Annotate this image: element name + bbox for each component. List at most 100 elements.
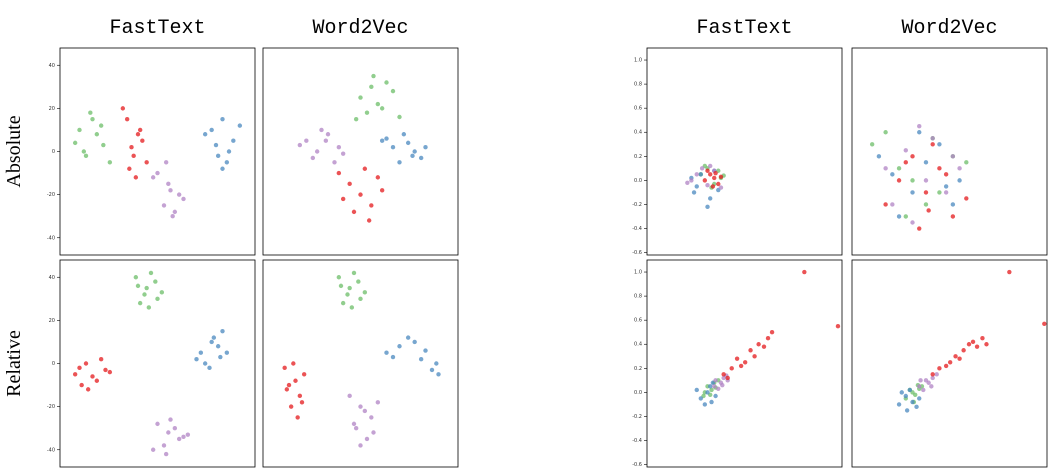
scatter-point: [397, 344, 402, 349]
scatter-point: [351, 421, 357, 427]
panel: -0.6 -0.4 -0.2 0.0 0.2 0.4 0.6 0.8 1.0: [632, 47, 843, 256]
scatter-point: [980, 336, 985, 341]
y-tick-label: 40: [49, 63, 55, 69]
scatter-point: [170, 213, 175, 219]
y-tick-label: -0.6: [632, 462, 642, 468]
scatter-point: [358, 192, 363, 197]
scatter-point: [163, 451, 169, 457]
scatter-point: [689, 178, 694, 183]
y-tick-label: 0.8: [634, 82, 642, 88]
scatter-point: [738, 363, 744, 369]
scatter-point: [226, 149, 232, 154]
scatter-point: [347, 181, 352, 187]
panel-title: Word2Vec: [901, 17, 997, 40]
scatter-point: [418, 155, 424, 161]
scatter-point: [336, 275, 342, 280]
scatter-point: [146, 305, 152, 310]
scatter-point: [159, 290, 165, 295]
scatter-point: [921, 387, 926, 393]
scatter-point: [412, 149, 417, 154]
scatter-point: [224, 160, 230, 165]
scatter-point: [362, 408, 368, 414]
scatter-point: [943, 184, 949, 189]
scatter-point: [390, 88, 396, 94]
scatter-point: [107, 160, 113, 165]
scatter-point: [943, 172, 949, 177]
panel: [851, 259, 1048, 468]
scatter-point: [694, 387, 699, 393]
scatter-point: [970, 339, 976, 345]
y-tick-label: 0.6: [634, 318, 642, 324]
scatter-point: [434, 361, 439, 366]
panel-frame: [262, 47, 459, 256]
scatter-point: [176, 192, 182, 197]
scatter-point: [930, 136, 935, 141]
scatter-point: [943, 190, 949, 195]
scatter-point: [94, 378, 100, 383]
scatter-point: [899, 390, 904, 395]
scatter-point: [725, 375, 730, 381]
scatter-point: [358, 296, 363, 302]
scatter-point: [362, 166, 368, 171]
scatter-point: [293, 378, 298, 383]
y-tick-label: -0.4: [632, 438, 642, 444]
scatter-point: [713, 393, 718, 399]
y-tick-label: -40: [47, 447, 55, 453]
scatter-point: [761, 344, 767, 349]
scatter-point: [282, 365, 287, 371]
scatter-point: [917, 124, 922, 129]
scatter-point: [410, 153, 415, 159]
y-tick-label: 1.0: [634, 270, 642, 276]
scatter-point: [150, 175, 156, 180]
scatter-point: [379, 106, 385, 111]
scatter-point: [124, 116, 130, 122]
scatter-point: [358, 443, 363, 448]
scatter-point: [185, 432, 191, 437]
scatter-point: [904, 408, 910, 413]
scatter-point: [694, 184, 699, 189]
scatter-point: [390, 144, 396, 150]
scatter-point: [705, 168, 710, 173]
scatter-point: [937, 190, 942, 195]
scatter-point: [964, 196, 969, 201]
scatter-point: [708, 384, 713, 389]
scatter-point: [135, 283, 141, 289]
scatter-point: [1042, 321, 1047, 326]
scatter-point: [937, 142, 942, 147]
scatter-point: [142, 292, 147, 297]
scatter-point: [929, 384, 934, 389]
scatter-point: [345, 292, 350, 297]
scatter-point: [371, 430, 376, 435]
scatter-point: [369, 84, 374, 90]
scatter-point: [752, 354, 757, 359]
scatter-point: [340, 300, 346, 306]
scatter-point: [708, 163, 713, 169]
scatter-point: [155, 296, 160, 302]
scatter-point: [910, 399, 915, 405]
scatter-point: [729, 366, 734, 371]
scatter-point: [896, 214, 902, 219]
scatter-point: [709, 399, 714, 405]
scatter-point: [984, 342, 989, 347]
scatter-point: [405, 140, 411, 146]
scatter-point: [155, 421, 160, 427]
panel: -40 -20 0 20 40: [47, 47, 256, 256]
scatter-point: [930, 375, 935, 381]
scatter-point: [903, 214, 908, 219]
scatter-point: [423, 144, 428, 150]
scatter-point: [883, 166, 888, 171]
scatter-point: [876, 154, 882, 159]
row-label: Relative: [3, 330, 25, 397]
scatter-point: [176, 436, 182, 442]
scatter-point: [930, 142, 935, 147]
scatter-point: [705, 390, 710, 395]
scatter-point: [375, 101, 381, 107]
scatter-point: [769, 330, 775, 335]
scatter-point: [137, 127, 143, 133]
scatter-point: [371, 73, 376, 79]
scatter-point: [913, 392, 918, 397]
scatter-point: [910, 220, 915, 225]
scatter-point: [961, 348, 966, 353]
scatter-point: [708, 172, 713, 177]
